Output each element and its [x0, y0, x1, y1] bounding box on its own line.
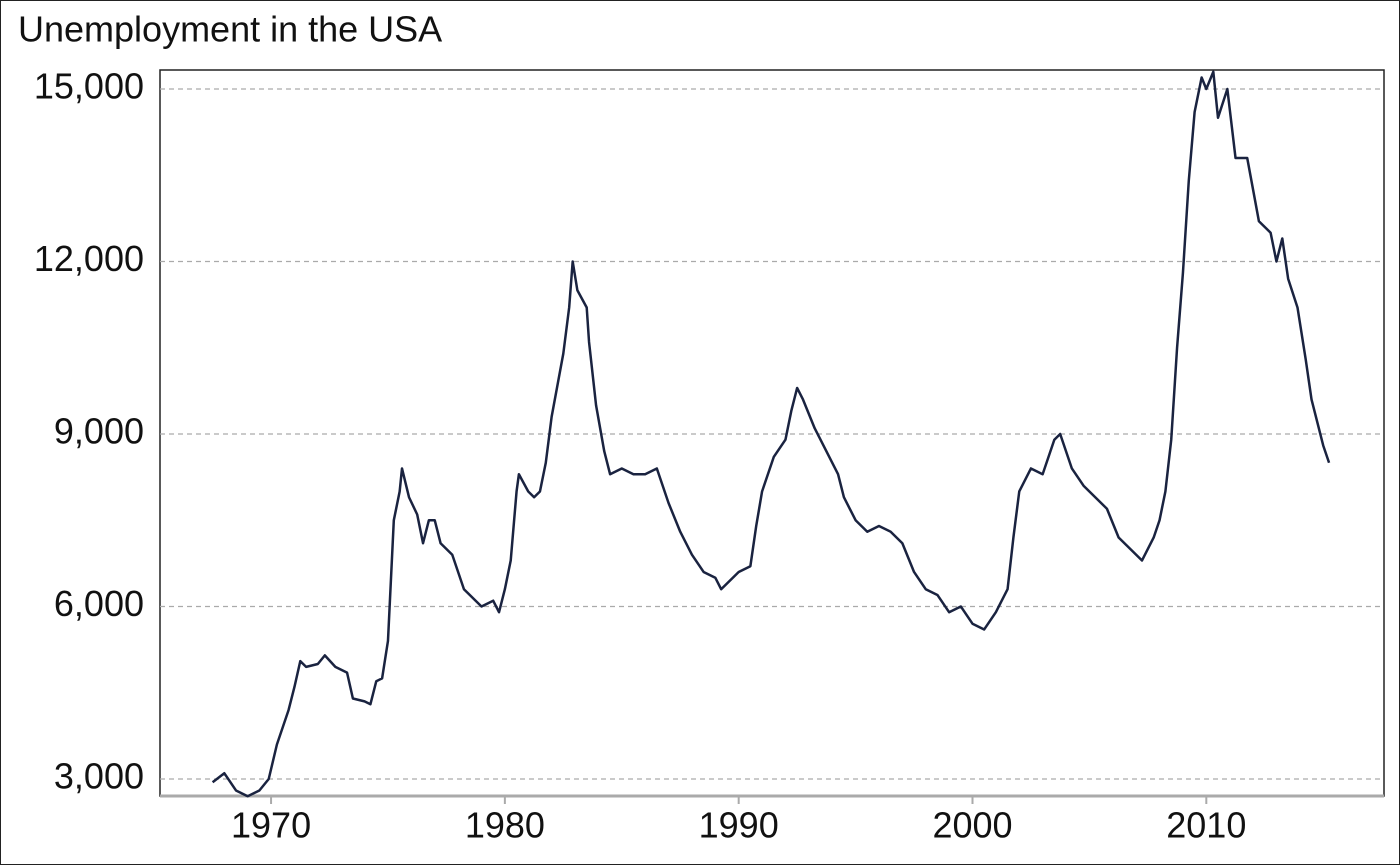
x-tick-label: 2000 — [932, 805, 1012, 846]
line — [211, 70, 1331, 798]
x-tick-label: 1970 — [231, 805, 311, 846]
y-tick-label: 6,000 — [54, 583, 144, 624]
chart-title: Unemployment in the USA — [18, 9, 442, 50]
x-tick-label: 1990 — [699, 805, 779, 846]
y-tick-label: 15,000 — [34, 65, 144, 106]
y-tick-label: 12,000 — [34, 238, 144, 279]
x-tick-label: 1980 — [465, 805, 545, 846]
y-tick-label: 3,000 — [54, 755, 144, 796]
plot-panel — [159, 69, 1385, 797]
y-tick-label: 9,000 — [54, 410, 144, 451]
x-tick-label: 2010 — [1166, 805, 1246, 846]
